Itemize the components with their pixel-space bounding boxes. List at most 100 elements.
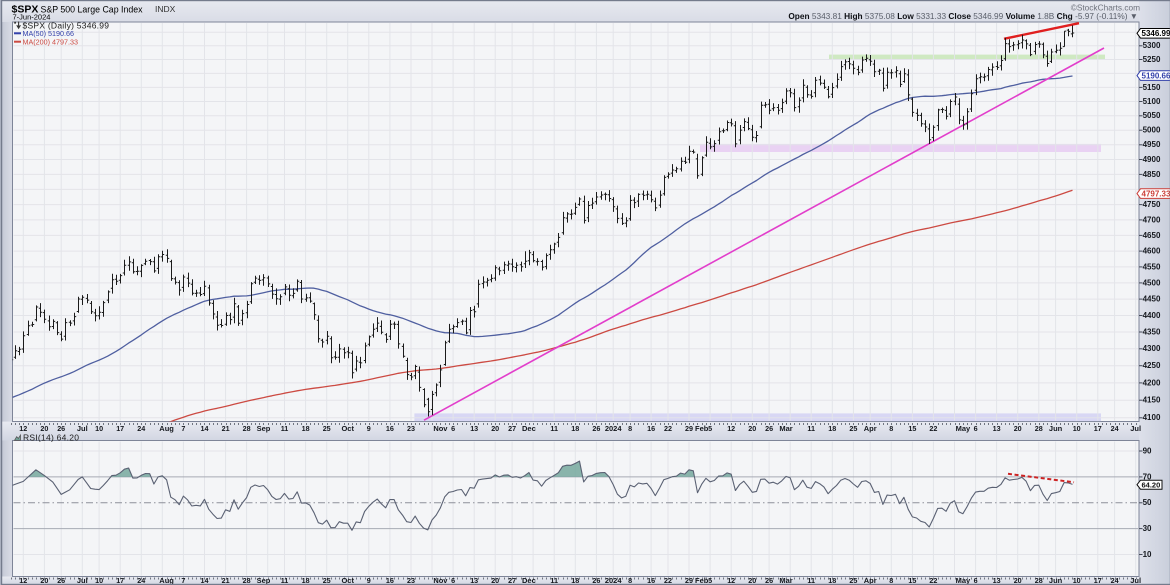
svg-text:Dec: Dec	[522, 576, 536, 585]
svg-text:4550: 4550	[1143, 262, 1161, 271]
svg-text:4300: 4300	[1143, 344, 1161, 353]
svg-text:11: 11	[807, 424, 815, 433]
svg-text:26: 26	[57, 424, 65, 433]
svg-text:5050: 5050	[1143, 111, 1161, 120]
svg-text:13: 13	[993, 424, 1001, 433]
svg-text:INDX: INDX	[155, 4, 176, 14]
svg-text:14: 14	[201, 576, 209, 585]
svg-text:Jun: Jun	[1049, 576, 1063, 585]
svg-text:12: 12	[19, 576, 27, 585]
svg-text:4650: 4650	[1143, 231, 1161, 240]
svg-text:5300: 5300	[1143, 41, 1161, 50]
svg-text:8: 8	[889, 576, 893, 585]
svg-text:S&P 500 Large Cap Index: S&P 500 Large Cap Index	[41, 5, 144, 15]
svg-text:26: 26	[592, 576, 600, 585]
svg-text:17: 17	[1094, 576, 1102, 585]
svg-text:20: 20	[1014, 424, 1022, 433]
svg-text:$SPX: $SPX	[12, 4, 39, 16]
svg-text:4500: 4500	[1143, 278, 1161, 287]
svg-text:22: 22	[664, 576, 672, 585]
svg-text:12: 12	[727, 424, 735, 433]
svg-text:20: 20	[40, 424, 48, 433]
svg-text:20: 20	[40, 576, 48, 585]
svg-text:Feb: Feb	[695, 424, 709, 433]
svg-text:18: 18	[302, 576, 310, 585]
svg-text:20: 20	[748, 576, 756, 585]
svg-text:4150: 4150	[1143, 396, 1161, 405]
svg-text:16: 16	[647, 424, 655, 433]
svg-text:Apr: Apr	[864, 424, 877, 433]
svg-text:Oct: Oct	[341, 424, 354, 433]
svg-text:21: 21	[222, 576, 230, 585]
svg-text:2024: 2024	[605, 424, 623, 433]
svg-text:90: 90	[1143, 446, 1152, 455]
svg-text:27: 27	[508, 424, 516, 433]
svg-text:24: 24	[137, 424, 145, 433]
svg-text:4750: 4750	[1143, 200, 1161, 209]
svg-text:4600: 4600	[1143, 247, 1161, 256]
svg-text:70: 70	[1143, 472, 1152, 481]
svg-text:5100: 5100	[1143, 97, 1161, 106]
svg-text:11: 11	[550, 576, 558, 585]
svg-text:May: May	[956, 424, 971, 433]
svg-text:8: 8	[628, 424, 632, 433]
svg-text:23: 23	[407, 424, 415, 433]
svg-text:Sep: Sep	[257, 576, 271, 585]
svg-text:5000: 5000	[1143, 126, 1161, 135]
svg-text:8: 8	[628, 576, 632, 585]
svg-text:5190.66: 5190.66	[1142, 72, 1170, 81]
svg-text:Aug: Aug	[159, 576, 174, 585]
svg-text:Apr: Apr	[864, 576, 877, 585]
svg-text:18: 18	[302, 424, 310, 433]
svg-text:25: 25	[849, 576, 857, 585]
svg-text:25: 25	[323, 576, 331, 585]
svg-text:4797.33: 4797.33	[1142, 190, 1170, 199]
svg-text:9: 9	[367, 576, 371, 585]
svg-text:6: 6	[451, 576, 455, 585]
svg-text:May: May	[956, 576, 971, 585]
svg-text:Open 5343.81 High 5375.08 Low: Open 5343.81 High 5375.08 Low 5331.33 Cl…	[788, 11, 1138, 21]
svg-text:14: 14	[201, 424, 209, 433]
svg-text:29: 29	[685, 576, 693, 585]
svg-text:12: 12	[19, 424, 27, 433]
svg-text:5: 5	[708, 424, 712, 433]
svg-text:7: 7	[181, 424, 185, 433]
svg-text:5346.99: 5346.99	[1142, 29, 1170, 38]
svg-text:17: 17	[116, 576, 124, 585]
svg-text:6: 6	[451, 424, 455, 433]
svg-text:64.20: 64.20	[1142, 481, 1161, 490]
svg-text:Sep: Sep	[257, 424, 271, 433]
svg-text:10: 10	[1073, 424, 1081, 433]
svg-text:20: 20	[1014, 576, 1022, 585]
svg-text:4950: 4950	[1143, 140, 1161, 149]
svg-text:6: 6	[974, 576, 978, 585]
svg-text:15: 15	[908, 424, 916, 433]
svg-text:13: 13	[470, 576, 478, 585]
svg-text:26: 26	[765, 576, 773, 585]
svg-text:17: 17	[1094, 424, 1102, 433]
svg-text:©StockCharts.com: ©StockCharts.com	[1071, 3, 1140, 13]
svg-text:22: 22	[664, 424, 672, 433]
svg-text:22: 22	[929, 576, 937, 585]
svg-text:Dec: Dec	[522, 424, 536, 433]
svg-text:Jul: Jul	[77, 576, 88, 585]
svg-text:5150: 5150	[1143, 83, 1161, 92]
svg-text:$SPX (Daily) 5346.99: $SPX (Daily) 5346.99	[23, 21, 110, 31]
svg-text:17: 17	[116, 424, 124, 433]
svg-text:21: 21	[222, 424, 230, 433]
svg-text:18: 18	[571, 576, 579, 585]
svg-text:4700: 4700	[1143, 215, 1161, 224]
svg-text:10: 10	[95, 576, 103, 585]
svg-text:4400: 4400	[1143, 311, 1161, 320]
svg-text:4100: 4100	[1143, 413, 1161, 422]
svg-text:Jun: Jun	[1049, 424, 1063, 433]
svg-text:26: 26	[765, 424, 773, 433]
svg-text:25: 25	[323, 424, 331, 433]
svg-text:50: 50	[1143, 498, 1152, 507]
svg-text:4250: 4250	[1143, 361, 1161, 370]
svg-text:11: 11	[281, 424, 289, 433]
svg-text:MA(200) 4797.33: MA(200) 4797.33	[23, 38, 79, 47]
svg-text:10: 10	[95, 424, 103, 433]
svg-text:Aug: Aug	[159, 424, 174, 433]
svg-text:5: 5	[708, 576, 712, 585]
